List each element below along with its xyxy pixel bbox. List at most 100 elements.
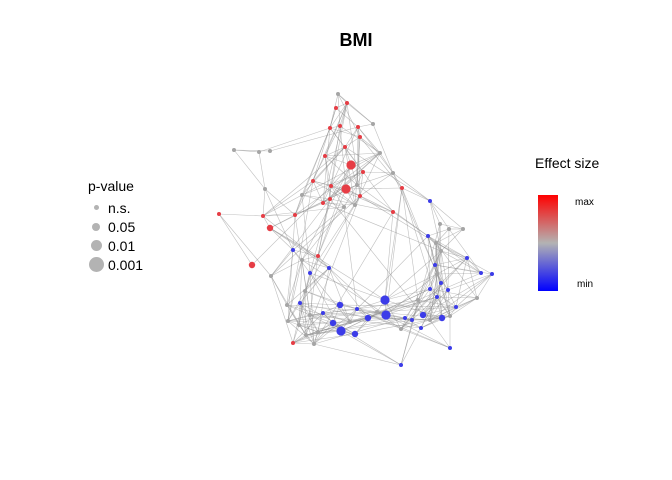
network-edge bbox=[299, 302, 356, 335]
network-edges bbox=[218, 93, 493, 366]
network-edge bbox=[317, 321, 351, 333]
network-edge bbox=[292, 206, 345, 251]
network-node bbox=[334, 106, 338, 110]
network-edge bbox=[309, 272, 351, 323]
legend-dot bbox=[93, 205, 99, 210]
network-node bbox=[364, 314, 372, 322]
network-edge bbox=[298, 312, 324, 326]
network-edge bbox=[317, 255, 330, 269]
network-edge bbox=[392, 172, 403, 189]
network-edge bbox=[400, 319, 431, 330]
network-edge bbox=[330, 185, 394, 213]
pvalue-legend-entry: 0.05 bbox=[88, 217, 143, 236]
network-node bbox=[351, 330, 359, 338]
network-node bbox=[341, 184, 351, 194]
network-edge bbox=[313, 343, 402, 366]
network-node bbox=[316, 330, 320, 334]
network-edge bbox=[294, 127, 331, 216]
network-edge bbox=[417, 250, 442, 301]
network-edge bbox=[379, 152, 394, 174]
network-edge bbox=[324, 155, 358, 186]
network-edge bbox=[301, 206, 345, 261]
network-edge bbox=[301, 171, 364, 196]
network-edge bbox=[262, 146, 346, 217]
network-edge bbox=[305, 334, 315, 345]
network-edge bbox=[429, 319, 451, 349]
network-node bbox=[439, 249, 443, 253]
network-edge bbox=[466, 257, 482, 274]
network-node bbox=[348, 320, 352, 324]
network-nodes bbox=[217, 92, 494, 367]
network-edge bbox=[359, 195, 437, 244]
network-node bbox=[297, 323, 301, 327]
network-node bbox=[308, 271, 312, 275]
network-edge bbox=[313, 211, 394, 345]
network-edge bbox=[329, 185, 332, 200]
network-edge bbox=[344, 146, 431, 202]
network-edge bbox=[324, 146, 346, 157]
network-node bbox=[304, 333, 308, 337]
network-node bbox=[353, 203, 357, 207]
network-edge bbox=[328, 267, 378, 313]
network-edge bbox=[422, 314, 451, 317]
network-edge bbox=[324, 125, 341, 157]
network-edge bbox=[309, 314, 334, 324]
network-node bbox=[355, 307, 359, 311]
network-edge bbox=[262, 188, 266, 217]
network-node bbox=[321, 311, 325, 315]
network-edge bbox=[429, 273, 493, 321]
network-edge bbox=[429, 200, 450, 230]
network-edge bbox=[359, 172, 394, 197]
network-node bbox=[380, 295, 390, 305]
network-edge bbox=[287, 320, 315, 345]
network-node bbox=[336, 301, 344, 309]
network-edge bbox=[322, 202, 356, 206]
network-edge bbox=[294, 202, 324, 216]
effect-size-legend: Effect size max min bbox=[535, 155, 599, 291]
pvalue-legend-label: 0.01 bbox=[108, 237, 136, 254]
network-edge bbox=[286, 304, 307, 336]
network-node bbox=[300, 193, 304, 197]
network-node bbox=[434, 241, 438, 245]
network-edge bbox=[401, 187, 431, 202]
network-edge bbox=[401, 187, 419, 301]
network-edge bbox=[384, 288, 431, 301]
network-edge bbox=[264, 188, 296, 216]
network-node bbox=[410, 318, 414, 322]
network-node bbox=[336, 326, 346, 336]
network-edge bbox=[301, 194, 331, 200]
network-edge bbox=[218, 213, 272, 277]
network-edge bbox=[417, 273, 438, 301]
network-node bbox=[428, 199, 432, 203]
network-edge bbox=[298, 322, 334, 326]
network-edge bbox=[384, 299, 443, 319]
network-edge bbox=[292, 299, 419, 344]
network-edge bbox=[262, 215, 330, 269]
network-edge bbox=[262, 152, 381, 217]
network-node bbox=[475, 296, 479, 300]
pvalue-legend: p-value n.s. 0.05 0.01 0.001 bbox=[88, 178, 143, 274]
chart-title: BMI bbox=[339, 30, 373, 50]
network-node bbox=[378, 151, 382, 155]
network-node bbox=[327, 266, 331, 270]
network-edge bbox=[309, 272, 315, 345]
network-edge bbox=[218, 213, 264, 217]
network-node bbox=[428, 287, 432, 291]
network-edge bbox=[344, 136, 361, 148]
network-node bbox=[391, 171, 395, 175]
legend-dot bbox=[88, 257, 104, 272]
network-node bbox=[403, 316, 407, 320]
network-edge bbox=[440, 250, 449, 291]
network-node bbox=[303, 289, 307, 293]
network-node bbox=[447, 227, 451, 231]
network-node bbox=[266, 224, 274, 232]
network-edge bbox=[384, 273, 438, 301]
network-edge bbox=[330, 126, 359, 187]
network-node bbox=[261, 214, 265, 218]
pvalue-legend-label: n.s. bbox=[108, 199, 131, 216]
network-node bbox=[419, 311, 427, 319]
network-edge bbox=[356, 299, 386, 310]
network-edge bbox=[422, 306, 457, 316]
network-edge bbox=[400, 282, 442, 330]
network-edge bbox=[429, 200, 464, 230]
